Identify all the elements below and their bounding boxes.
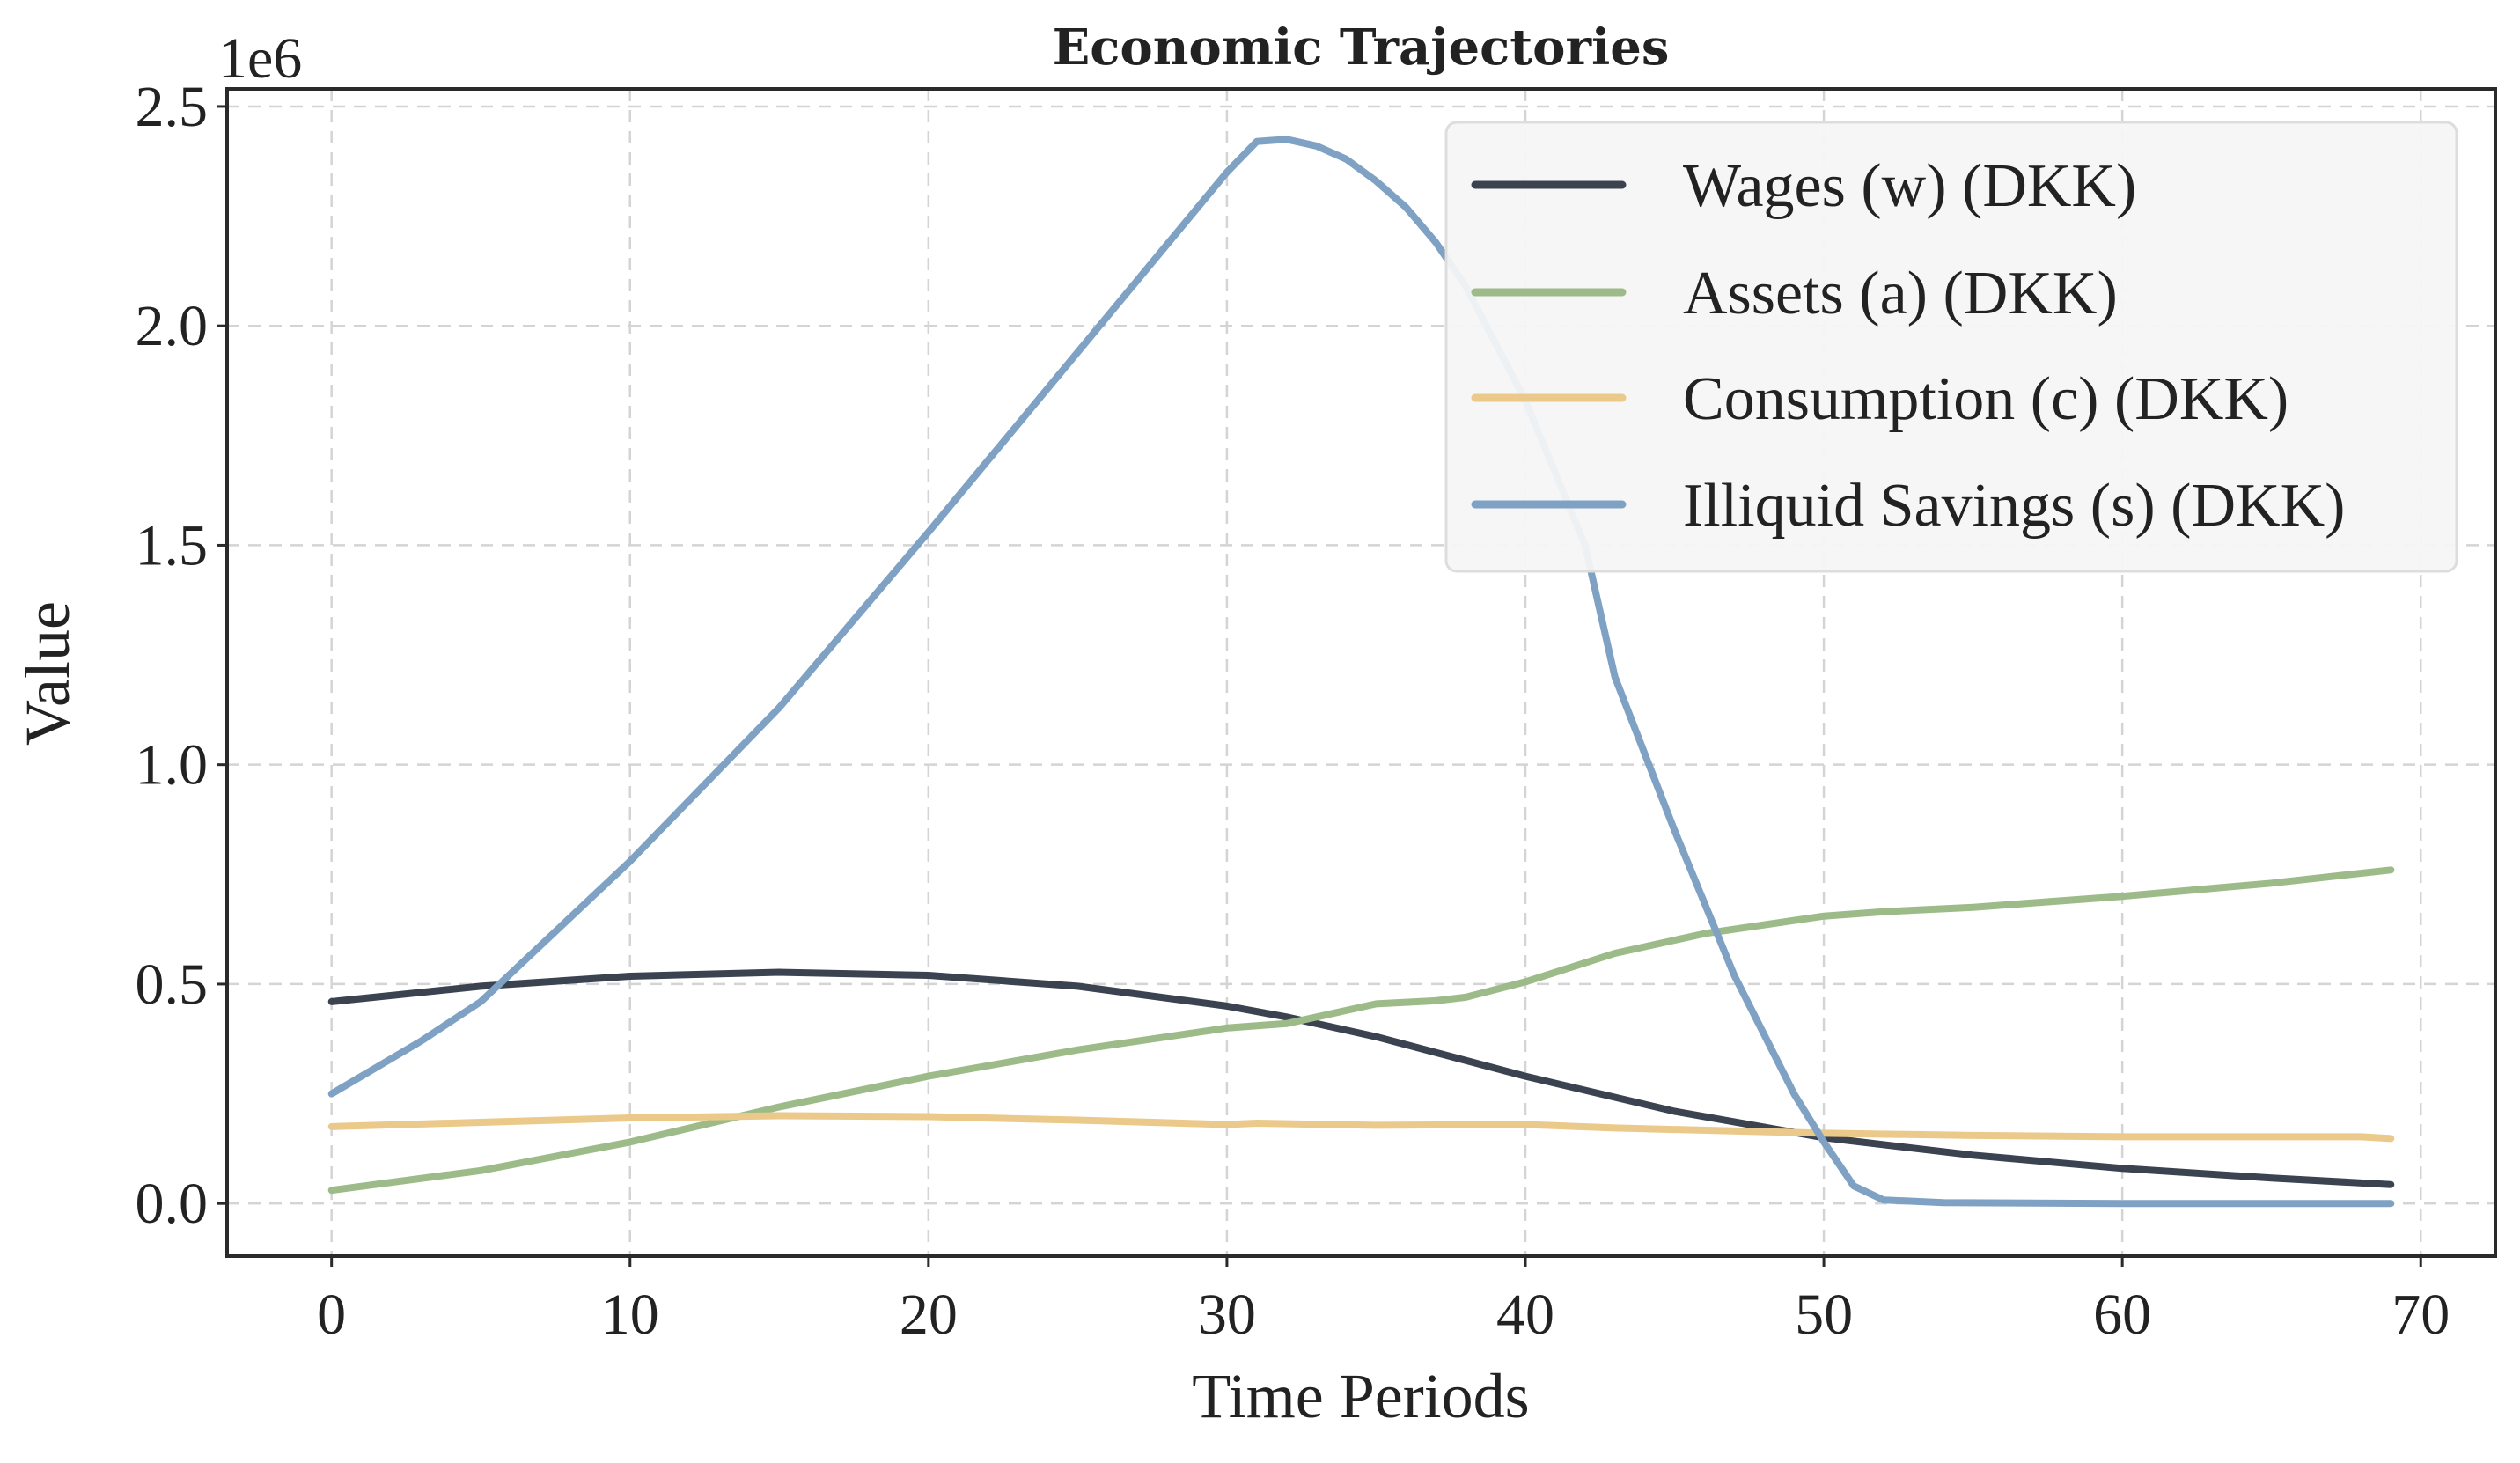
x-axis-label: Time Periods bbox=[1192, 1361, 1529, 1431]
x-tick-label: 30 bbox=[1198, 1283, 1256, 1347]
x-tick-label: 50 bbox=[1795, 1283, 1853, 1347]
y-tick-label: 0.0 bbox=[136, 1172, 209, 1236]
y-axis-label: Value bbox=[12, 601, 83, 746]
y-tick-label: 0.5 bbox=[136, 952, 209, 1017]
legend-label-2: Assets (a) (DKK) bbox=[1683, 260, 2118, 327]
legend-label-4: Illiquid Savings (s) (DKK) bbox=[1683, 472, 2345, 540]
x-tick-label: 70 bbox=[2391, 1283, 2450, 1347]
x-tick-label: 10 bbox=[601, 1283, 659, 1347]
series-line-3 bbox=[327, 1112, 2395, 1143]
x-tick-label: 20 bbox=[900, 1283, 958, 1347]
x-tick-label: 40 bbox=[1496, 1283, 1554, 1347]
y-tick-label: 2.5 bbox=[136, 75, 209, 139]
legend-box bbox=[1444, 121, 2458, 573]
series-line-1 bbox=[327, 968, 2395, 1188]
legend-label-1: Wages (w) (DKK) bbox=[1683, 152, 2136, 220]
x-tick-label: 0 bbox=[317, 1283, 346, 1347]
chart-title: Economic Trajectories bbox=[1053, 18, 1670, 77]
legend-label-3: Consumption (c) (DKK) bbox=[1683, 365, 2289, 433]
y-tick-label: 2.0 bbox=[136, 294, 209, 358]
series-line-4 bbox=[327, 136, 2395, 1208]
legend: Wages (w) (DKK) Assets (a) (DKK) Consumpti… bbox=[1444, 121, 2458, 573]
series-lines bbox=[327, 136, 2395, 1208]
series-line-2 bbox=[327, 866, 2395, 1195]
y-tick-label: 1.5 bbox=[136, 513, 209, 577]
y-offset-label: 1e6 bbox=[218, 26, 302, 91]
y-tick-label: 1.0 bbox=[136, 733, 209, 798]
axis-ticks: 0 10 20 30 40 50 60 70 0.0 0.5 1.0 1.5 2.0 2.5 bbox=[136, 75, 2450, 1347]
x-tick-label: 60 bbox=[2093, 1283, 2151, 1347]
plot-frame bbox=[225, 87, 2497, 1258]
